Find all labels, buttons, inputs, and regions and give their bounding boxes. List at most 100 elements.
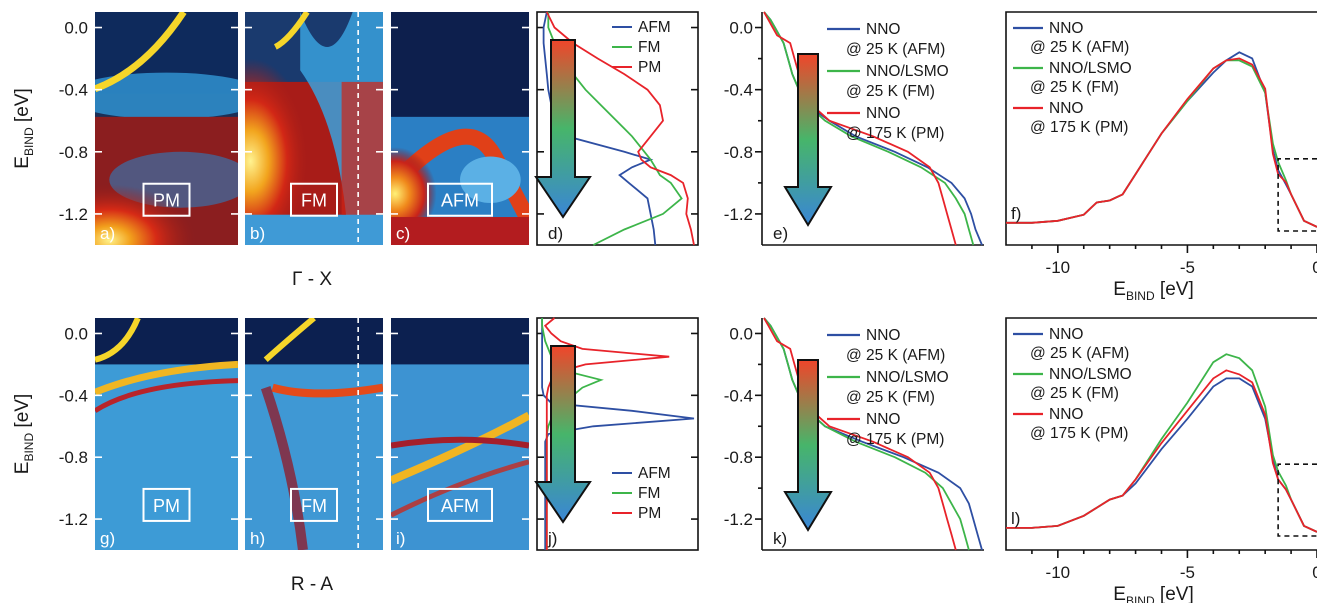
legend-entry: @ 25 K (AFM) <box>846 347 945 364</box>
series-line-pm <box>763 11 957 246</box>
spectra-panel-top: 0.0 -0.4 -0.8 -1.2 NNO @ 25 K (AFM) NNO/LSMO @ … <box>724 11 984 246</box>
x-tick-label: 0 <box>1312 258 1317 277</box>
y-axis-label: EBIND [eV] <box>12 88 36 168</box>
wide-panel-top: -10 -5 0 NNO @ 25 K (AFM) NNO/LSMO @ 25 K (FM)… <box>1005 11 1317 277</box>
legend-entry: @ 25 K (AFM) <box>1030 345 1129 362</box>
y-tick-label: -1.2 <box>724 205 753 224</box>
legend-entry: NNO <box>866 327 900 344</box>
series-line-pm <box>763 317 957 551</box>
phase-label-pm: PM <box>153 191 180 211</box>
legend-entry: NNO <box>1049 100 1083 117</box>
y-tick-label: 0.0 <box>729 324 753 343</box>
arrow-icon <box>534 345 592 524</box>
panel-label: b) <box>250 224 265 243</box>
direction-label: R - A <box>291 574 334 595</box>
legend-entry: AFM <box>638 19 671 36</box>
arpes-map-afm-bottom: AFM i) <box>391 318 529 550</box>
legend-entry: @ 175 K (PM) <box>1030 119 1128 136</box>
phase-box <box>427 487 493 522</box>
legend-entry: NNO/LSMO <box>1049 366 1132 383</box>
arpes-map-afm-top: AFM c) <box>391 12 529 245</box>
y-tick-label: -0.8 <box>724 448 753 467</box>
legend-entry: @ 25 K (AFM) <box>846 41 945 58</box>
arpes-map-pm-top: PM a) <box>95 12 238 245</box>
phase-label-afm: AFM <box>441 496 479 516</box>
series-line-pm <box>1006 369 1317 533</box>
x-tick-label: -5 <box>1180 258 1195 277</box>
legend-entry: NNO <box>866 21 900 38</box>
legend-entry: @ 25 K (FM) <box>846 83 935 100</box>
legend-entry: NNO/LSMO <box>866 63 949 80</box>
panel-label: l) <box>1011 509 1020 528</box>
panel-label: f) <box>1011 204 1021 223</box>
x-axis-label: EBIND [eV] <box>1113 584 1193 603</box>
edc-panel-bottom: AFM FM PM j) <box>534 317 699 551</box>
series-line-pm <box>543 317 670 550</box>
x-tick-label: -10 <box>1046 563 1071 582</box>
legend-entry: NNO <box>1049 326 1083 343</box>
arrow-icon <box>783 53 833 227</box>
y-tick-label: 0.0 <box>64 19 88 38</box>
series-line-afm <box>542 11 657 246</box>
edc-panel-top: AFM FM PM d) <box>534 11 699 246</box>
y-tick-label: -0.8 <box>724 143 753 162</box>
x-tick-label: -5 <box>1180 563 1195 582</box>
arpes-map-fm-top: FM b) <box>245 12 383 245</box>
legend-entry: NNO <box>1049 20 1083 37</box>
arpes-map-pm-bottom: PM g) <box>95 318 238 550</box>
y-tick-label: -0.4 <box>724 386 753 405</box>
phase-box <box>142 487 191 522</box>
x-axis-label: EBIND [eV] <box>1113 279 1193 303</box>
legend-entry: @ 25 K (FM) <box>1030 385 1119 402</box>
direction-label: Γ - X <box>292 269 332 290</box>
panel-label: d) <box>548 224 563 243</box>
legend-entry: @ 175 K (PM) <box>1030 425 1128 442</box>
legend-entry: @ 25 K (FM) <box>846 389 935 406</box>
phase-label-afm: AFM <box>441 191 479 211</box>
y-tick-label: -0.4 <box>724 81 753 100</box>
y-tick-label: -0.4 <box>59 386 88 405</box>
panel-label: j) <box>547 529 557 548</box>
y-axis-label: EBIND [eV] <box>12 394 36 474</box>
legend-entry: PM <box>638 59 661 76</box>
wide-panel-bottom: -10 -5 0 NNO @ 25 K (AFM) NNO/LSMO @ 25 K (FM)… <box>1005 317 1317 582</box>
series-line-afm <box>541 318 695 550</box>
y-tick-label: -0.4 <box>59 81 88 100</box>
phase-label-fm: FM <box>301 191 327 211</box>
y-tick-label: -0.8 <box>59 143 88 162</box>
y-tick-label: 0.0 <box>64 324 88 343</box>
series-line-pm <box>545 11 695 246</box>
plot-frame <box>536 11 699 246</box>
y-tick-label: -1.2 <box>724 510 753 529</box>
legend-entry: NNO <box>866 105 900 122</box>
legend-entry: NNO <box>1049 406 1083 423</box>
phase-label-pm: PM <box>153 496 180 516</box>
legend-entry: PM <box>638 505 661 522</box>
y-tick-label: -1.2 <box>59 205 88 224</box>
legend-entry: @ 25 K (AFM) <box>1030 39 1129 56</box>
legend-entry: NNO/LSMO <box>866 369 949 386</box>
phase-box <box>142 182 191 217</box>
plot-frame <box>536 317 699 551</box>
y-tick-label: -0.8 <box>59 448 88 467</box>
phase-box <box>290 182 338 217</box>
spectra-panel-bottom: 0.0 -0.4 -0.8 -1.2 NNO @ 25 K (AFM) NNO/LSMO @ … <box>724 317 984 551</box>
arrow-icon <box>534 39 592 219</box>
panel-label: a) <box>100 224 115 243</box>
zoom-region-box <box>1277 463 1317 537</box>
panel-label: e) <box>773 224 788 243</box>
panel-label: h) <box>250 529 265 548</box>
phase-box <box>427 182 493 217</box>
phase-box <box>290 487 338 522</box>
phase-label-fm: FM <box>301 496 327 516</box>
arrow-icon <box>783 359 833 532</box>
y-tick-label: 0.0 <box>729 19 753 38</box>
x-tick-label: 0 <box>1312 563 1317 582</box>
zoom-region-box <box>1277 157 1317 232</box>
legend-entry: FM <box>638 485 660 502</box>
arpes-map-fm-bottom: FM h) <box>245 318 383 550</box>
panel-label: k) <box>773 529 787 548</box>
series-line-pm <box>1006 57 1317 228</box>
x-tick-label: -10 <box>1046 258 1071 277</box>
